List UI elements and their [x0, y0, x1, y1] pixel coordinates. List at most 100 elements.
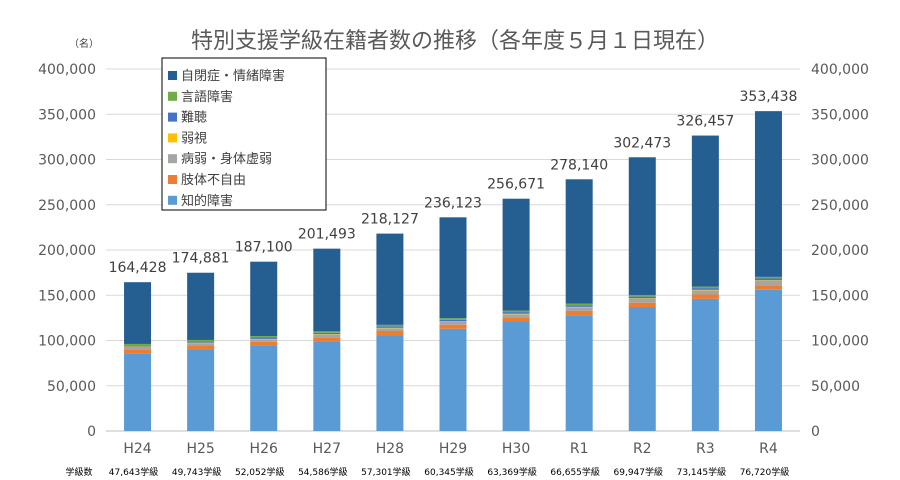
y-tick-label-left: 400,000 — [38, 62, 96, 78]
bar-segment — [250, 339, 278, 342]
bar-segment — [502, 314, 530, 318]
x-tick-label: R1 — [570, 441, 589, 457]
class-count: 69,947学級 — [614, 466, 664, 478]
total-label: 278,140 — [550, 157, 608, 173]
bar-segment — [250, 337, 278, 339]
bar-segment — [754, 289, 782, 431]
bar-segment — [187, 343, 215, 346]
bar-segment — [691, 289, 719, 291]
total-label: 187,100 — [235, 240, 293, 256]
bar-segment — [439, 217, 467, 319]
class-count: 76,720学級 — [740, 466, 790, 478]
x-tick-label: H25 — [186, 441, 214, 457]
legend-swatch — [168, 175, 177, 184]
bar-segment — [376, 328, 404, 331]
bar-segment — [187, 345, 215, 350]
bar-segment — [250, 336, 278, 338]
bar-segment — [124, 343, 152, 346]
total-label: 326,457 — [676, 114, 734, 130]
bar-stack-R2 — [628, 157, 656, 431]
class-count: 63,369学級 — [487, 466, 537, 478]
y-tick-label-right: 400,000 — [811, 62, 869, 78]
y-tick-label-left: 200,000 — [38, 243, 96, 259]
bar-segment — [691, 290, 719, 295]
bar-segment — [439, 319, 467, 322]
bar-segment — [565, 315, 593, 431]
legend-swatch — [168, 71, 177, 80]
y-tick-label-right: 350,000 — [811, 107, 869, 123]
bar-segment — [439, 328, 467, 431]
bar-stack-H24 — [124, 282, 152, 431]
bar-stack-H27 — [313, 248, 341, 431]
total-labels: 164,428 174,881 187,100 201,493 218,127 236,1… — [109, 89, 798, 276]
bar-segment — [691, 298, 719, 431]
bar-segment — [628, 298, 656, 299]
x-tick-label: H26 — [250, 441, 278, 457]
bar-stack-R1 — [565, 179, 593, 431]
bar-segment — [691, 286, 719, 289]
legend-label: 知的障害 — [181, 193, 233, 209]
bar-stack-H25 — [187, 272, 215, 431]
class-count: 60,345学級 — [424, 466, 474, 478]
bar-stack-R3 — [691, 135, 719, 431]
y-unit-label: （名） — [69, 37, 99, 50]
y-tick-label-left: 300,000 — [38, 153, 96, 169]
bar-segment — [691, 294, 719, 299]
chart-title: 特別支援学級在籍者数の推移（各年度５月１日現在） — [191, 29, 719, 54]
bar-segment — [250, 345, 278, 431]
bar-segment — [754, 278, 782, 281]
class-count: 49,743学級 — [172, 466, 222, 478]
class-count: 73,145学級 — [677, 466, 727, 478]
bar-segment — [376, 335, 404, 431]
bar-segment — [502, 198, 530, 311]
legend-label: 病弱・身体虚弱 — [181, 151, 272, 167]
bar-segment — [754, 285, 782, 290]
total-label: 302,473 — [613, 135, 671, 151]
bar-segment — [124, 349, 152, 354]
bar-segment — [502, 312, 530, 314]
y-tick-label-left: 0 — [87, 424, 96, 440]
legend-label: 言語障害 — [181, 89, 233, 105]
class-count: 54,586学級 — [298, 466, 348, 478]
bar-segment — [187, 341, 215, 343]
y-tick-label-left: 250,000 — [38, 198, 96, 214]
total-label: 174,881 — [172, 251, 230, 267]
y-tick-label-right: 50,000 — [811, 379, 860, 395]
class-count: 52,052学級 — [235, 466, 285, 478]
total-label: 218,127 — [361, 212, 419, 228]
bar-stack-H30 — [502, 198, 530, 431]
legend-label: 肢体不自由 — [181, 172, 246, 188]
total-label: 201,493 — [298, 227, 356, 243]
y-tick-label-right: 150,000 — [811, 288, 869, 304]
bar-segment — [250, 261, 278, 337]
y-tick-label-right: 100,000 — [811, 334, 869, 350]
bar-segment — [628, 307, 656, 431]
bar-segment — [754, 276, 782, 279]
bar-segment — [691, 135, 719, 287]
left-y-axis: 0 50,000 100,000 150,000 200,000 250,000 300,0… — [38, 62, 96, 440]
bar-segment — [187, 272, 215, 340]
bar-segment — [754, 111, 782, 277]
x-tick-label: H29 — [439, 441, 467, 457]
total-label: 164,428 — [109, 260, 167, 276]
class-count-row: 47,643学級 49,743学級 52,052学級 54,586学級 57,301学級… — [109, 466, 789, 478]
bar-segment — [502, 317, 530, 322]
bar-segment — [565, 306, 593, 308]
bar-segment — [628, 296, 656, 299]
bar-segment — [250, 341, 278, 346]
bar-segment — [628, 298, 656, 303]
bar-segment — [754, 280, 782, 281]
legend-label: 弱視 — [181, 131, 207, 146]
bar-segment — [439, 321, 467, 325]
bar-segment — [628, 294, 656, 297]
y-tick-label-left: 150,000 — [38, 288, 96, 304]
bar-segment — [502, 321, 530, 431]
bar-segment — [628, 302, 656, 308]
bar-segment — [313, 337, 341, 342]
bar-segment — [565, 310, 593, 316]
x-tick-label: H24 — [123, 441, 151, 457]
bar-segment — [502, 310, 530, 313]
bar-segment — [187, 339, 215, 342]
x-tick-label: R2 — [633, 441, 652, 457]
